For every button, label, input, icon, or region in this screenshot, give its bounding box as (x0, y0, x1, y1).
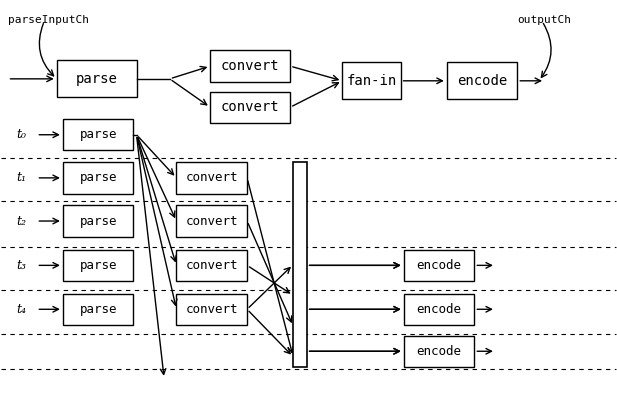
FancyBboxPatch shape (57, 60, 136, 98)
FancyBboxPatch shape (404, 250, 474, 281)
Text: parse: parse (80, 128, 117, 141)
Text: fan-in: fan-in (346, 74, 397, 88)
FancyBboxPatch shape (63, 162, 133, 194)
Text: encode: encode (416, 345, 462, 358)
Text: parse: parse (80, 303, 117, 316)
Text: t₄: t₄ (17, 303, 27, 316)
FancyBboxPatch shape (210, 92, 290, 123)
FancyBboxPatch shape (210, 51, 290, 82)
Text: convert: convert (186, 259, 238, 272)
Text: parse: parse (80, 171, 117, 184)
Text: t₁: t₁ (17, 171, 27, 184)
Text: parse: parse (80, 214, 117, 228)
FancyBboxPatch shape (63, 250, 133, 281)
Text: convert: convert (186, 214, 238, 228)
FancyBboxPatch shape (176, 205, 247, 237)
FancyBboxPatch shape (63, 119, 133, 150)
Text: outputCh: outputCh (517, 15, 571, 25)
FancyBboxPatch shape (63, 293, 133, 325)
FancyBboxPatch shape (404, 293, 474, 325)
Text: parse: parse (80, 259, 117, 272)
FancyBboxPatch shape (293, 162, 307, 367)
Text: t₀: t₀ (17, 128, 27, 141)
Text: t₂: t₂ (17, 214, 27, 228)
Text: encode: encode (416, 259, 462, 272)
Text: convert: convert (221, 59, 280, 73)
FancyBboxPatch shape (447, 62, 517, 100)
FancyBboxPatch shape (176, 162, 247, 194)
Text: t₃: t₃ (17, 259, 27, 272)
Text: parseInputCh: parseInputCh (7, 15, 88, 25)
FancyBboxPatch shape (63, 205, 133, 237)
FancyBboxPatch shape (404, 336, 474, 367)
Text: parse: parse (76, 72, 117, 86)
FancyBboxPatch shape (176, 250, 247, 281)
Text: convert: convert (186, 171, 238, 184)
Text: convert: convert (221, 100, 280, 114)
FancyBboxPatch shape (176, 293, 247, 325)
Text: encode: encode (457, 74, 507, 88)
Text: convert: convert (186, 303, 238, 316)
Text: encode: encode (416, 303, 462, 316)
FancyBboxPatch shape (342, 62, 400, 100)
